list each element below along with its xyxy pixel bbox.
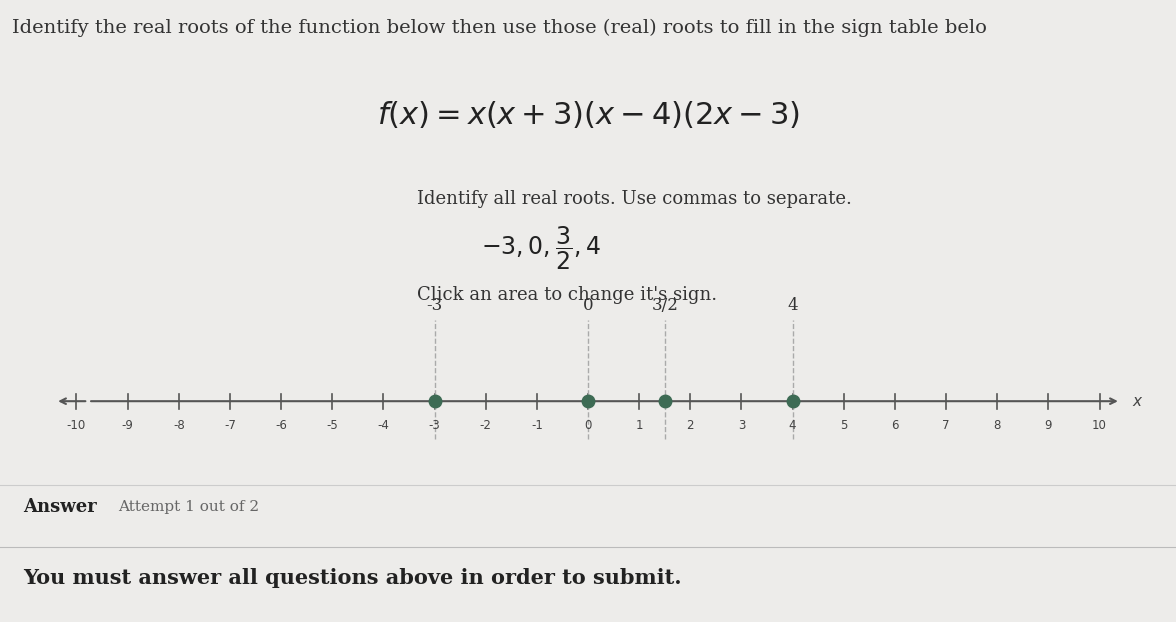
Text: 5: 5 [840, 419, 848, 432]
Text: 0: 0 [584, 419, 592, 432]
Text: x: x [1132, 394, 1142, 409]
Text: 2: 2 [687, 419, 694, 432]
Text: 9: 9 [1044, 419, 1053, 432]
Text: -5: -5 [327, 419, 338, 432]
Text: -10: -10 [67, 419, 86, 432]
Text: 4: 4 [787, 297, 799, 314]
Text: 1: 1 [635, 419, 643, 432]
Text: -4: -4 [377, 419, 389, 432]
Text: Identify the real roots of the function below then use those (real) roots to fil: Identify the real roots of the function … [12, 19, 987, 37]
Text: Attempt 1 out of 2: Attempt 1 out of 2 [118, 500, 259, 514]
Text: Answer: Answer [24, 498, 98, 516]
Text: You must answer all questions above in order to submit.: You must answer all questions above in o… [24, 569, 682, 588]
Text: 3/2: 3/2 [652, 297, 679, 314]
Text: 6: 6 [891, 419, 898, 432]
Text: Identify all real roots. Use commas to separate.: Identify all real roots. Use commas to s… [417, 190, 853, 208]
Text: 3: 3 [737, 419, 746, 432]
Text: -8: -8 [173, 419, 185, 432]
Text: -9: -9 [121, 419, 134, 432]
Text: 8: 8 [994, 419, 1001, 432]
Text: -7: -7 [223, 419, 236, 432]
Text: Click an area to change it's sign.: Click an area to change it's sign. [417, 287, 717, 304]
Text: -2: -2 [480, 419, 492, 432]
Text: -1: -1 [530, 419, 543, 432]
Text: $f(x) = x(x+3)(x-4)(2x-3)$: $f(x) = x(x+3)(x-4)(2x-3)$ [376, 100, 800, 131]
Text: -3: -3 [429, 419, 440, 432]
Text: 7: 7 [942, 419, 950, 432]
Text: 10: 10 [1093, 419, 1107, 432]
Text: $-3, 0, \dfrac{3}{2}, 4$: $-3, 0, \dfrac{3}{2}, 4$ [481, 225, 601, 272]
Text: 4: 4 [789, 419, 796, 432]
Text: -6: -6 [275, 419, 287, 432]
Text: -3: -3 [427, 297, 442, 314]
Text: 0: 0 [582, 297, 594, 314]
